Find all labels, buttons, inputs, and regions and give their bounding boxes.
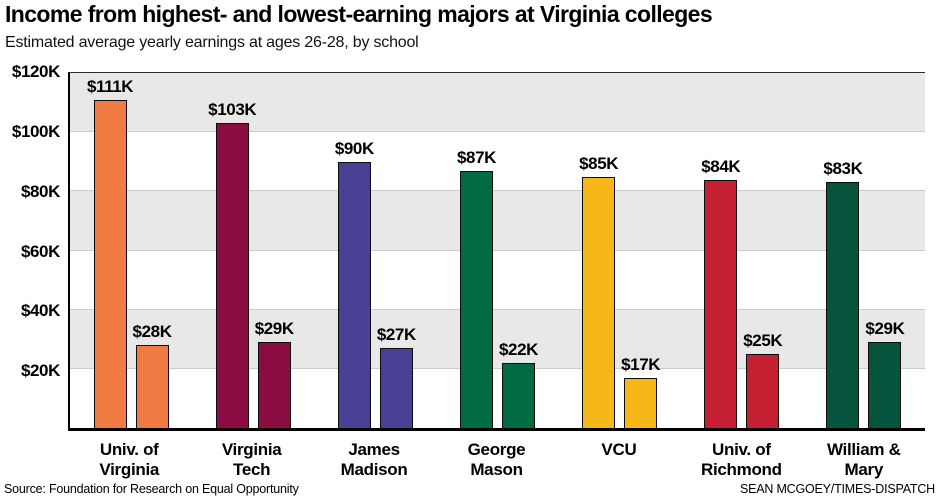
- bar: [746, 354, 780, 428]
- gridline: [70, 190, 925, 192]
- y-tick-label: $40K: [20, 301, 60, 321]
- gridline: [70, 249, 925, 251]
- x-axis-label: William & Mary: [826, 440, 901, 480]
- bar-value-label: $25K: [743, 331, 783, 351]
- bar-groups: $111K $28K $103K $29K $90K $27K $87K $22K $85K $1…: [70, 73, 925, 428]
- bar-column: $27K: [376, 73, 416, 428]
- bar-value-label: $22K: [498, 339, 539, 359]
- plot-band: [70, 309, 925, 369]
- x-axis-label: VCU: [601, 440, 637, 459]
- bar: [459, 170, 493, 428]
- y-tick-label: $60K: [20, 241, 60, 261]
- bar: [135, 345, 169, 428]
- bar-column: $29K: [254, 73, 294, 428]
- bar-column: $90K: [334, 73, 374, 428]
- plot-band: [70, 73, 925, 133]
- bar-column: $83K: [823, 73, 863, 428]
- x-axis-label: James Madison: [340, 440, 408, 480]
- bar-group: $87K $22K: [436, 73, 558, 428]
- bar-value-label: $29K: [254, 319, 294, 339]
- credit-text: SEAN MCGOEY/TIMES-DISPATCH: [739, 482, 935, 496]
- bar-column: $103K: [208, 73, 257, 428]
- y-tick-label: $80K: [20, 181, 60, 201]
- bar-group: $83K $29K: [803, 73, 925, 428]
- x-axis-label: George Mason: [467, 440, 526, 480]
- bar: [337, 161, 371, 428]
- bar-value-label: $111K: [86, 76, 134, 96]
- plot-band: [70, 368, 925, 428]
- gridline: [70, 308, 925, 310]
- bar-group: $85K $17K: [559, 73, 681, 428]
- bar-value-label: $27K: [376, 325, 416, 345]
- bar-group: $90K $27K: [314, 73, 436, 428]
- bar-column: $85K: [579, 73, 619, 428]
- bar: [868, 342, 902, 428]
- bar: [257, 342, 291, 428]
- bar-value-label: $83K: [823, 159, 863, 179]
- bar-column: $25K: [743, 73, 783, 428]
- bar: [215, 123, 249, 428]
- x-axis-labels: Univ. of Virginia Virginia Tech James Madi…: [68, 440, 925, 480]
- bar-value-label: $85K: [579, 153, 619, 173]
- plot-band: [70, 132, 925, 192]
- bar-column: $84K: [701, 73, 741, 428]
- y-tick-label: $100K: [11, 121, 61, 141]
- bar-value-label: $90K: [334, 138, 374, 158]
- bar: [582, 176, 616, 428]
- bar-value-label: $103K: [208, 100, 257, 120]
- chart-title: Income from highest- and lowest-earning …: [5, 1, 713, 27]
- bar-column: $17K: [621, 73, 661, 428]
- plot-band: [70, 250, 925, 310]
- bar-column: $87K: [456, 73, 497, 428]
- y-axis: $20K $40K $60K $80K $100K $120K: [0, 62, 61, 431]
- source-text: Source: Foundation for Research on Equal…: [4, 482, 299, 496]
- gridline: [70, 367, 925, 369]
- bar: [379, 348, 413, 428]
- bar-column: $22K: [498, 73, 539, 428]
- bar: [704, 179, 738, 428]
- bar-group: $103K $29K: [192, 73, 314, 428]
- bar-value-label: $29K: [865, 319, 905, 339]
- bar-group: $84K $25K: [681, 73, 803, 428]
- bar-value-label: $28K: [132, 322, 172, 342]
- y-tick-label: $120K: [11, 62, 61, 81]
- plot-area: $111K $28K $103K $29K $90K $27K $87K $22K $85K $1…: [68, 72, 925, 431]
- bar: [826, 182, 860, 428]
- bar-column: $29K: [865, 73, 905, 428]
- bar: [93, 99, 127, 428]
- plot-band: [70, 191, 925, 251]
- x-axis-label: Virginia Tech: [221, 440, 282, 480]
- x-axis-label: Univ. of Richmond: [700, 440, 782, 480]
- bar-column: $28K: [132, 73, 172, 428]
- y-tick-label: $20K: [20, 361, 60, 381]
- bar-value-label: $87K: [456, 147, 497, 167]
- bar: [501, 362, 535, 428]
- bar-value-label: $84K: [701, 156, 741, 176]
- bar: [624, 377, 658, 428]
- x-axis-label: Univ. of Virginia: [99, 440, 160, 480]
- bar-value-label: $17K: [621, 354, 661, 374]
- bar-column: $111K: [87, 73, 134, 428]
- gridline: [70, 131, 925, 133]
- bar-group: $111K $28K: [70, 73, 192, 428]
- chart-subtitle: Estimated average yearly earnings at age…: [5, 34, 419, 51]
